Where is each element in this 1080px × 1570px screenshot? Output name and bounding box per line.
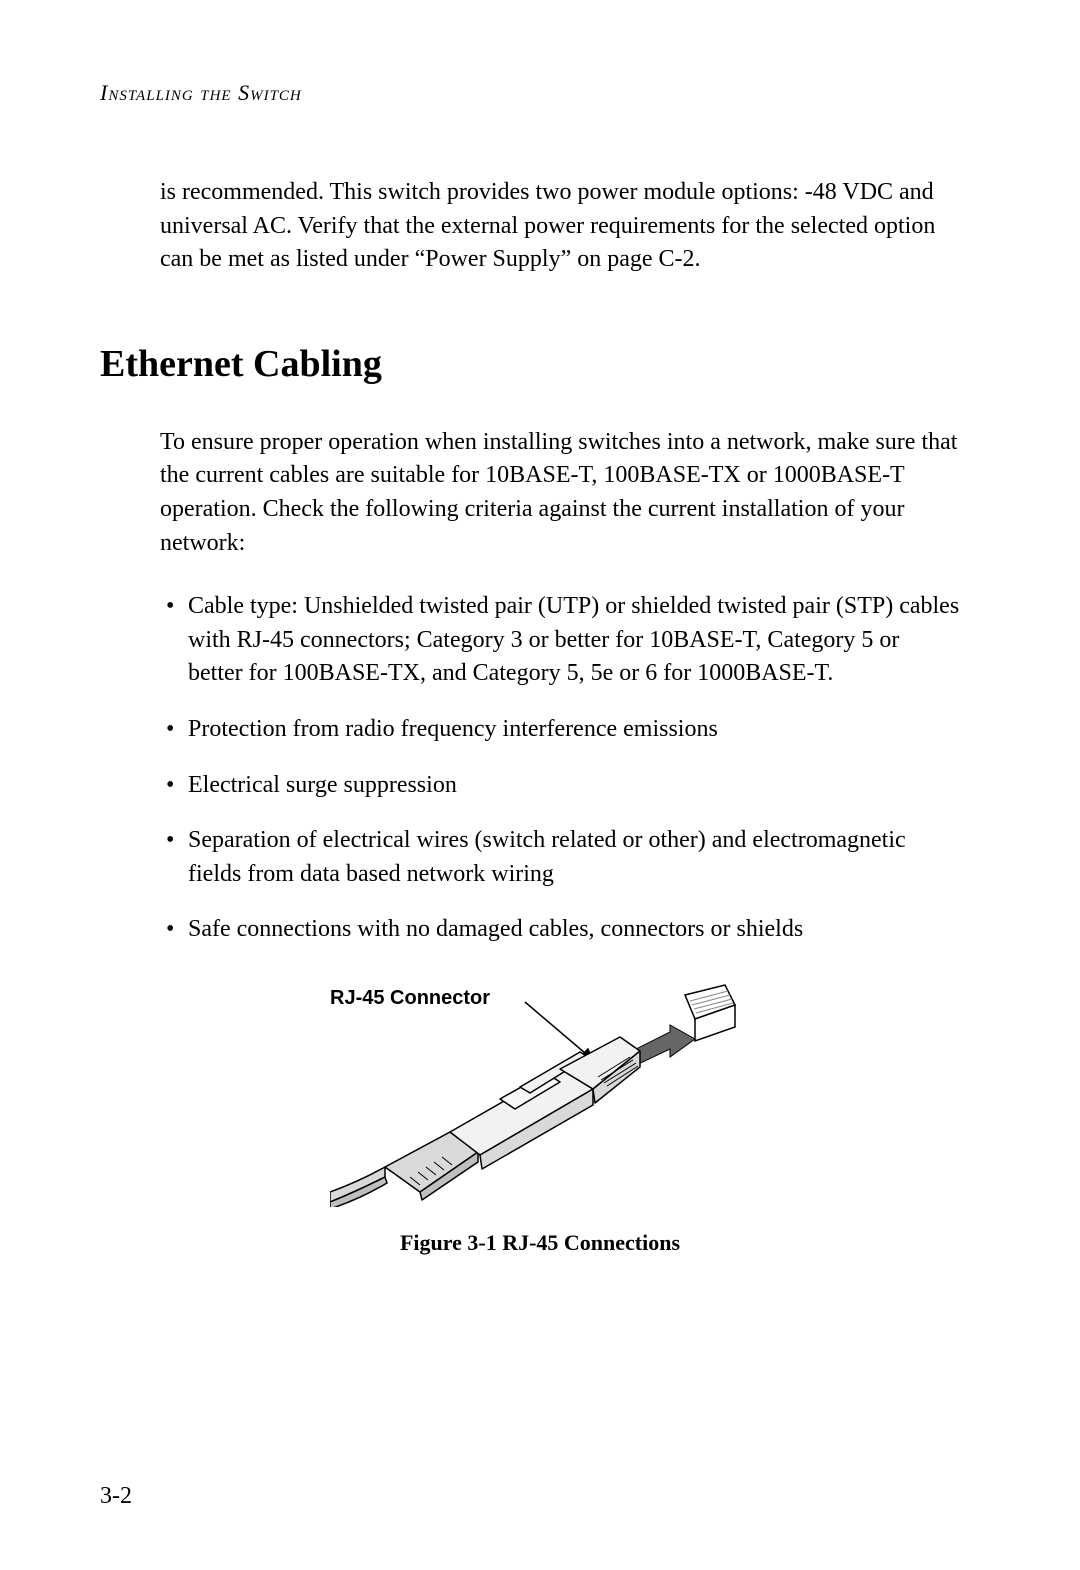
- list-item: Separation of electrical wires (switch r…: [160, 824, 960, 891]
- rj45-plug-icon: [330, 1037, 640, 1207]
- callout-arrow-icon: [525, 1002, 592, 1059]
- list-item: Safe connections with no damaged cables,…: [160, 913, 960, 947]
- page-number: 3-2: [100, 1483, 132, 1510]
- running-title: Installing the Switch: [100, 80, 302, 105]
- running-header: Installing the Switch: [100, 80, 980, 106]
- list-item: Cable type: Unshielded twisted pair (UTP…: [160, 590, 960, 691]
- list-item: Protection from radio frequency interfer…: [160, 713, 960, 747]
- figure-caption: Figure 3-1 RJ-45 Connections: [100, 1230, 980, 1256]
- figure-callout-label: RJ-45 Connector: [330, 987, 490, 1010]
- intro-paragraph: is recommended. This switch provides two…: [160, 176, 960, 277]
- rj45-port-icon: [685, 985, 735, 1041]
- section-heading: Ethernet Cabling: [100, 342, 980, 386]
- figure-rj45: RJ-45 Connector: [100, 977, 980, 1256]
- criteria-list: Cable type: Unshielded twisted pair (UTP…: [160, 590, 960, 947]
- list-item: Electrical surge suppression: [160, 769, 960, 803]
- section-intro: To ensure proper operation when installi…: [160, 426, 960, 560]
- rj45-connector-diagram: [330, 977, 750, 1207]
